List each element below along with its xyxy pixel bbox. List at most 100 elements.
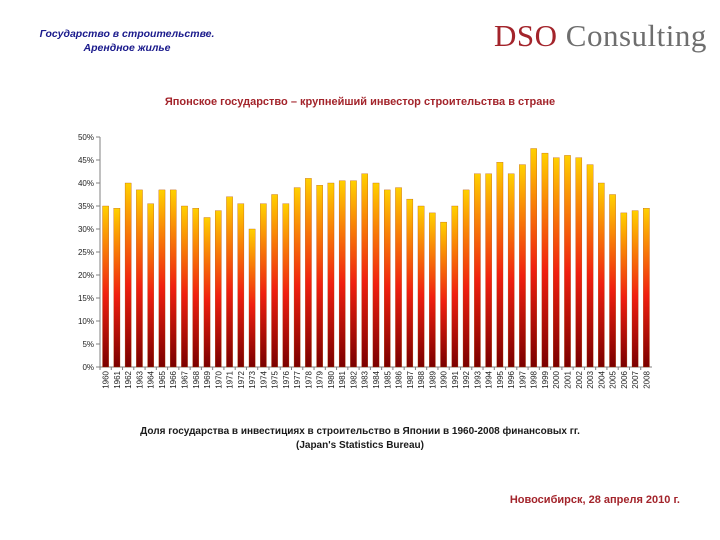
bar-1984 — [372, 182, 380, 368]
bar-2006 — [620, 212, 628, 368]
bar-1997 — [519, 164, 526, 368]
logo-part2: Consulting — [557, 18, 707, 53]
bar-1976 — [282, 203, 290, 368]
x-tick-label-1979: 1979 — [316, 370, 325, 388]
bar-1977 — [293, 187, 301, 368]
dso-consulting-logo: DSO Consulting — [494, 18, 707, 54]
bar-2002 — [575, 157, 583, 368]
bar-1990 — [440, 221, 447, 368]
x-tick-label-1963: 1963 — [135, 370, 144, 388]
x-tick-label-2000: 2000 — [552, 370, 561, 388]
bar-2005 — [609, 194, 616, 368]
x-tick-label-1966: 1966 — [169, 370, 178, 388]
bar-2000 — [553, 157, 560, 368]
bar-1999 — [541, 152, 549, 368]
x-tick-label-1995: 1995 — [496, 370, 505, 388]
y-tick-label: 40% — [78, 179, 94, 188]
x-tick-label-1971: 1971 — [226, 370, 235, 388]
bar-1970 — [215, 210, 222, 368]
bar-1989 — [429, 212, 436, 368]
chart-caption: Доля государства в инвестициях в строите… — [60, 425, 660, 453]
bar-1985 — [384, 189, 391, 368]
bar-1968 — [192, 208, 200, 368]
y-tick-label: 35% — [78, 202, 94, 211]
bar-1980 — [327, 182, 335, 368]
y-tick-label: 25% — [78, 248, 94, 257]
y-tick-label: 50% — [78, 133, 94, 142]
x-tick-label-1997: 1997 — [518, 370, 527, 388]
x-tick-label-1994: 1994 — [485, 370, 494, 388]
y-tick-label: 20% — [78, 271, 94, 280]
x-tick-label-1980: 1980 — [327, 370, 336, 388]
bar-1971 — [226, 196, 233, 368]
x-tick-label-1991: 1991 — [451, 370, 460, 388]
y-tick-label: 45% — [78, 156, 94, 165]
bar-1967 — [181, 205, 188, 368]
caption-line2: (Japan's Statistics Bureau) — [296, 440, 424, 451]
x-tick-label-2002: 2002 — [575, 370, 584, 388]
bar-1981 — [338, 180, 346, 368]
bar-1998 — [530, 148, 537, 368]
x-tick-label-1990: 1990 — [440, 370, 449, 388]
bar-2007 — [631, 210, 639, 368]
bar-1979 — [316, 185, 323, 368]
x-tick-label-2001: 2001 — [564, 370, 573, 388]
bar-1994 — [485, 173, 492, 368]
x-tick-label-1975: 1975 — [271, 370, 280, 388]
bar-1965 — [158, 189, 166, 368]
x-tick-label-2006: 2006 — [620, 370, 629, 388]
bar-1974 — [260, 203, 267, 368]
x-tick-label-1996: 1996 — [507, 370, 516, 388]
x-tick-label-1978: 1978 — [304, 370, 313, 388]
x-tick-label-1970: 1970 — [214, 370, 223, 388]
bar-1995 — [496, 162, 504, 368]
x-tick-label-2008: 2008 — [642, 370, 651, 388]
header-title: Государство в строительстве. Арендное жи… — [22, 27, 232, 55]
footer-date: Новосибирск, 28 апреля 2010 г. — [509, 494, 680, 506]
x-tick-label-1988: 1988 — [417, 370, 426, 388]
bar-1962 — [124, 182, 132, 368]
bar-1978 — [305, 178, 312, 368]
x-tick-label-1960: 1960 — [102, 370, 111, 388]
bar-1983 — [361, 173, 368, 368]
x-tick-label-1965: 1965 — [158, 370, 167, 388]
bar-1987 — [406, 198, 414, 368]
bar-1963 — [136, 189, 143, 368]
x-tick-label-1976: 1976 — [282, 370, 291, 388]
bar-1986 — [395, 187, 402, 368]
x-tick-label-2003: 2003 — [586, 370, 595, 388]
x-tick-label-1973: 1973 — [248, 370, 257, 388]
x-tick-label-2005: 2005 — [609, 370, 618, 388]
bar-chart: 0%5%10%15%20%25%30%35%40%45%50%1960 1961 1… — [78, 133, 652, 389]
x-tick-label-1981: 1981 — [338, 370, 347, 388]
bar-1982 — [350, 180, 357, 368]
x-tick-label-1989: 1989 — [428, 370, 437, 388]
bar-1992 — [462, 189, 470, 368]
x-tick-label-1977: 1977 — [293, 370, 302, 388]
bar-2003 — [586, 164, 594, 368]
logo-part1: DSO — [494, 18, 558, 53]
x-tick-label-1987: 1987 — [406, 370, 415, 388]
bar-2008 — [643, 208, 650, 368]
bar-1969 — [203, 217, 211, 368]
x-tick-label-1998: 1998 — [530, 370, 539, 388]
bar-1991 — [451, 205, 459, 368]
x-tick-label-2004: 2004 — [597, 370, 606, 388]
bar-1961 — [113, 208, 121, 368]
y-tick-label: 30% — [78, 225, 94, 234]
x-tick-label-1962: 1962 — [124, 370, 133, 388]
bar-1964 — [147, 203, 154, 368]
chart-title: Японское государство – крупнейший инвест… — [164, 96, 556, 108]
bar-1988 — [417, 205, 425, 368]
x-tick-label-1982: 1982 — [349, 370, 358, 388]
x-tick-label-1974: 1974 — [259, 370, 268, 388]
bars — [102, 148, 650, 368]
x-tick-label-1992: 1992 — [462, 370, 471, 388]
bar-1966 — [169, 189, 177, 368]
x-tick-label-1993: 1993 — [473, 370, 482, 388]
x-tick-label-1964: 1964 — [147, 370, 156, 388]
x-tick-label-1967: 1967 — [180, 370, 189, 388]
x-tick-label-1969: 1969 — [203, 370, 212, 388]
bar-1993 — [474, 173, 481, 368]
x-tick-label-1984: 1984 — [372, 370, 381, 388]
